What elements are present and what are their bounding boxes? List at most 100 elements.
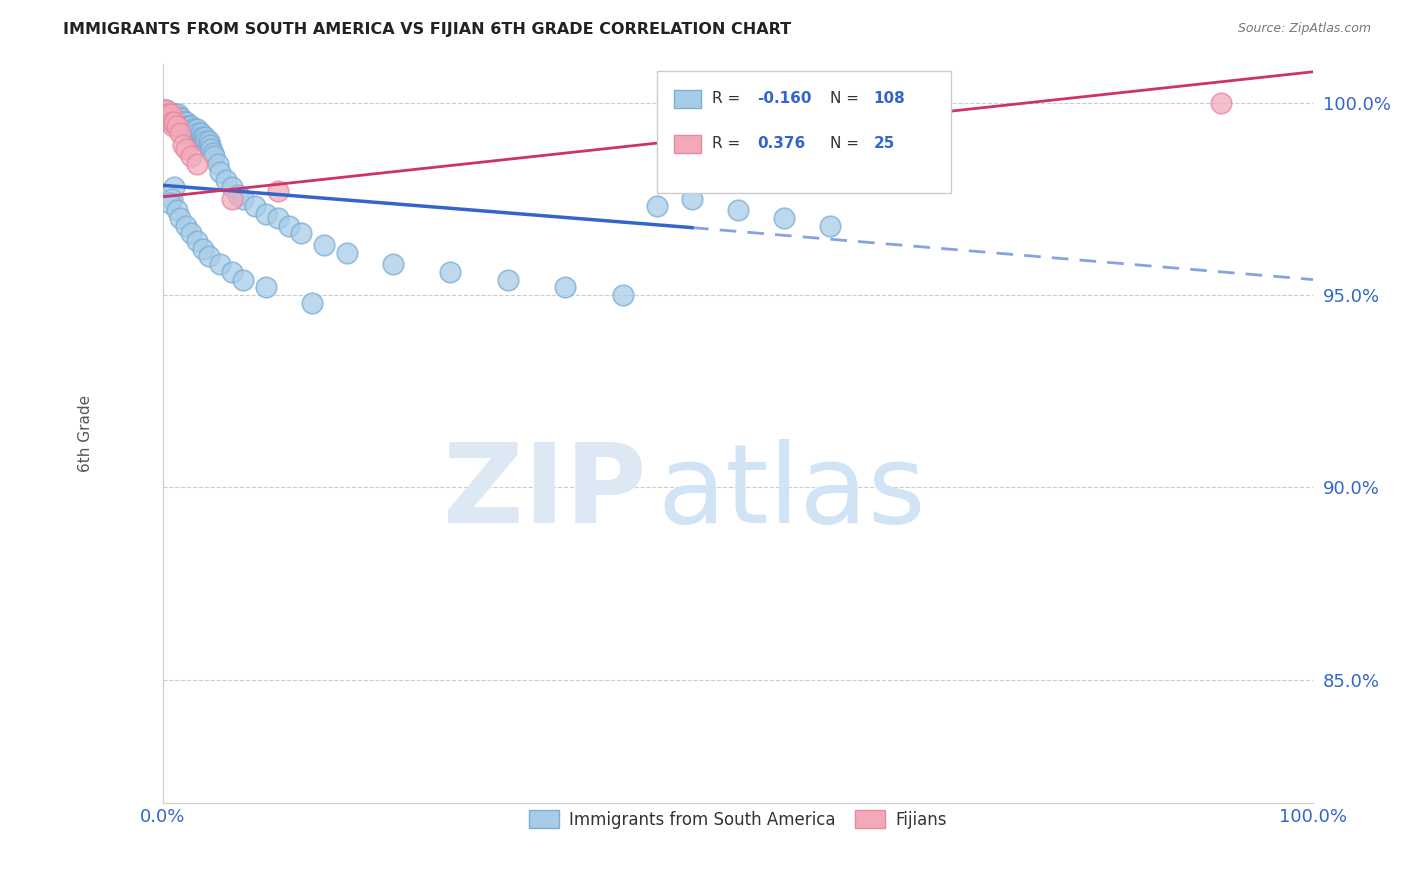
Point <box>197 137 219 152</box>
Point <box>180 227 202 241</box>
Point <box>174 119 197 133</box>
Point <box>226 188 249 202</box>
Point <box>167 115 190 129</box>
Point <box>157 107 180 121</box>
Point <box>215 172 238 186</box>
Point <box>381 257 404 271</box>
Point <box>163 107 186 121</box>
Point <box>301 295 323 310</box>
Point <box>186 157 208 171</box>
Point <box>554 280 576 294</box>
Point <box>165 111 187 125</box>
Point <box>186 234 208 248</box>
Point <box>773 211 796 225</box>
Point <box>166 115 188 129</box>
Point <box>172 115 194 129</box>
Text: Source: ZipAtlas.com: Source: ZipAtlas.com <box>1237 22 1371 36</box>
Text: atlas: atlas <box>658 439 927 546</box>
Point <box>186 130 208 145</box>
Point <box>180 122 202 136</box>
Point <box>195 134 218 148</box>
Point <box>163 115 186 129</box>
Point <box>191 242 214 256</box>
Point <box>157 111 180 125</box>
Point <box>166 119 188 133</box>
Point <box>155 111 177 125</box>
Point <box>312 238 335 252</box>
Text: -0.160: -0.160 <box>758 91 813 106</box>
Point <box>163 111 186 125</box>
Point <box>193 134 215 148</box>
Point <box>173 115 195 129</box>
Point <box>153 103 176 118</box>
Point <box>170 111 193 125</box>
Point <box>169 111 191 125</box>
Point <box>156 111 179 125</box>
Point <box>198 137 221 152</box>
Point <box>179 119 201 133</box>
Point <box>156 111 179 125</box>
Point <box>160 111 183 125</box>
Point <box>243 199 266 213</box>
Point <box>153 103 176 118</box>
Point <box>190 126 212 140</box>
Point <box>156 107 179 121</box>
Text: ZIP: ZIP <box>443 439 645 546</box>
Point <box>232 192 254 206</box>
Point <box>267 211 290 225</box>
Point <box>197 250 219 264</box>
Point <box>221 180 243 194</box>
Point <box>169 211 191 225</box>
FancyBboxPatch shape <box>658 71 950 194</box>
Point <box>162 119 184 133</box>
Point <box>612 288 634 302</box>
Point <box>153 107 176 121</box>
Point <box>439 265 461 279</box>
Point <box>166 111 188 125</box>
Point <box>157 107 180 121</box>
Point <box>162 107 184 121</box>
FancyBboxPatch shape <box>673 135 702 153</box>
Point <box>174 115 197 129</box>
Point <box>174 142 197 156</box>
Point <box>194 130 217 145</box>
Point <box>221 192 243 206</box>
Point <box>159 111 181 125</box>
Point <box>172 115 194 129</box>
Text: N =: N = <box>830 136 863 152</box>
Point <box>191 130 214 145</box>
Point <box>209 257 232 271</box>
Text: 25: 25 <box>873 136 896 152</box>
Point <box>153 107 176 121</box>
Point <box>179 122 201 136</box>
Point <box>160 115 183 129</box>
Point <box>209 165 232 179</box>
Point <box>163 180 186 194</box>
Point <box>163 115 186 129</box>
Point <box>160 192 183 206</box>
Point <box>159 111 181 125</box>
Point <box>155 103 177 118</box>
Text: N =: N = <box>830 91 863 106</box>
Point <box>1211 95 1233 110</box>
Point <box>181 122 204 136</box>
Point <box>183 126 205 140</box>
Text: IMMIGRANTS FROM SOUTH AMERICA VS FIJIAN 6TH GRADE CORRELATION CHART: IMMIGRANTS FROM SOUTH AMERICA VS FIJIAN … <box>63 22 792 37</box>
Point <box>159 107 181 121</box>
Point <box>184 126 207 140</box>
Point <box>818 219 841 233</box>
Point <box>166 107 188 121</box>
Point <box>184 122 207 136</box>
Point <box>155 107 177 121</box>
Point <box>153 107 176 121</box>
Point <box>155 103 177 118</box>
Text: R =: R = <box>711 136 745 152</box>
Point <box>290 227 312 241</box>
Y-axis label: 6th Grade: 6th Grade <box>79 395 93 472</box>
Point <box>681 192 703 206</box>
Point <box>159 195 181 210</box>
Point <box>278 219 301 233</box>
Point <box>204 149 226 163</box>
Point <box>166 203 188 218</box>
Point <box>159 111 181 125</box>
